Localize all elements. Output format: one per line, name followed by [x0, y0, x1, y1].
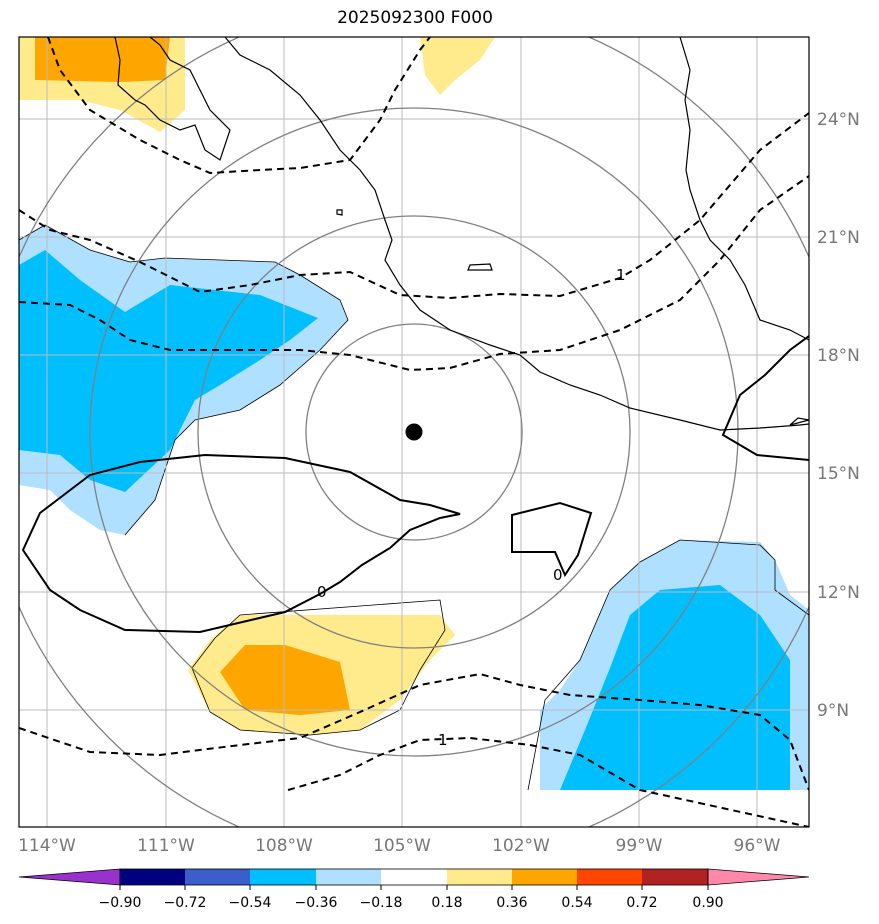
contour-label-group: 1 0 0 1 — [317, 266, 626, 749]
anomaly-outlines — [19, 224, 809, 791]
filled-anomaly-layer — [19, 37, 809, 790]
island-2 — [336, 209, 343, 216]
lat-label-24n: 24°N — [817, 110, 860, 130]
colorbar-bin-neg-072 — [120, 869, 185, 885]
dashed-contour-1 — [47, 37, 431, 175]
colorbar-label-neg-072: −0.72 — [164, 895, 207, 911]
contour-label-zero-east: 0 — [553, 566, 563, 584]
lon-label-105w: 105°W — [373, 836, 431, 856]
colorbar-label-pos-090: 0.90 — [692, 895, 723, 911]
lat-label-15n: 15°N — [817, 464, 860, 484]
island-1 — [467, 263, 493, 271]
negative-anomaly-core-w — [19, 250, 318, 492]
positive-anomaly-core-nw — [35, 37, 170, 82]
map-content: 1 0 0 1 — [19, 37, 809, 827]
coastline-baja — [114, 37, 231, 161]
lon-label-114w: 114°W — [18, 836, 76, 856]
lon-label-108w: 108°W — [255, 836, 313, 856]
colorbar: −0.90 −0.72 −0.54 −0.36 −0.18 0.18 0.36 … — [18, 868, 810, 911]
colorbar-label-pos-036: 0.36 — [496, 895, 527, 911]
coastlines — [114, 37, 809, 431]
colorbar-extend-low — [18, 868, 121, 886]
lat-label-18n: 18°N — [817, 346, 860, 366]
zero-contour-west — [21, 453, 461, 634]
colorbar-bin-pos-018 — [447, 869, 512, 885]
lat-label-9n: 9°N — [817, 701, 849, 721]
colorbar-ticks — [119, 885, 709, 890]
range-rings — [19, 37, 809, 827]
negative-anomaly-core-se — [560, 585, 790, 790]
coastline-mexico-pacific — [224, 37, 809, 431]
zero-contours — [21, 335, 809, 634]
dashed-contour-3 — [19, 175, 809, 372]
colorbar-frame — [119, 868, 709, 886]
map-title: 2025092300 F000 — [337, 8, 493, 28]
colorbar-label-neg-018: −0.18 — [360, 895, 403, 911]
lon-label-111w: 111°W — [137, 836, 195, 856]
colorbar-bin-neg-054 — [185, 869, 250, 885]
lat-label-12n: 12°N — [817, 583, 860, 603]
dashed-contour-2 — [19, 112, 809, 300]
contour-label-north: 1 — [616, 266, 626, 284]
colorbar-bin-neg-036 — [250, 869, 316, 885]
colorbar-bin-pos-072 — [642, 869, 708, 885]
colorbar-bin-zero — [381, 869, 447, 885]
lon-label-96w: 96°W — [734, 836, 781, 856]
colorbar-extend-high — [707, 868, 810, 886]
dashed-contours — [19, 37, 809, 827]
latitude-labels: 24°N 21°N 18°N 15°N 12°N 9°N — [817, 110, 860, 721]
colorbar-label-pos-054: 0.54 — [561, 895, 592, 911]
storm-center-marker — [405, 423, 423, 441]
colorbar-label-neg-054: −0.54 — [229, 895, 272, 911]
positive-anomaly-core-sw — [220, 645, 350, 715]
zero-contour-se-corner — [721, 335, 809, 461]
lon-label-102w: 102°W — [492, 836, 550, 856]
colorbar-bin-neg-018 — [316, 869, 381, 885]
map-frame — [18, 36, 810, 828]
colorbar-label-neg-090: −0.90 — [99, 895, 142, 911]
colorbar-label-neg-036: −0.36 — [295, 895, 338, 911]
zero-contour-east-small — [511, 501, 593, 578]
longitude-labels: 114°W 111°W 108°W 105°W 102°W 99°W 96°W — [18, 836, 781, 856]
coastline-yucatan — [789, 417, 809, 426]
positive-anomaly-region-n — [420, 37, 495, 95]
lat-label-21n: 21°N — [817, 228, 860, 248]
coastline-gulf — [679, 37, 809, 341]
dashed-contour-5 — [287, 736, 809, 827]
dashed-contour-4 — [19, 672, 809, 791]
contour-label-south: 1 — [438, 731, 448, 749]
colorbar-label-pos-018: 0.18 — [431, 895, 462, 911]
colorbar-bin-pos-054 — [577, 869, 642, 885]
colorbar-bin-pos-036 — [512, 869, 577, 885]
colorbar-label-pos-072: 0.72 — [626, 895, 657, 911]
contour-label-zero-west: 0 — [317, 583, 327, 601]
lon-label-99w: 99°W — [616, 836, 663, 856]
